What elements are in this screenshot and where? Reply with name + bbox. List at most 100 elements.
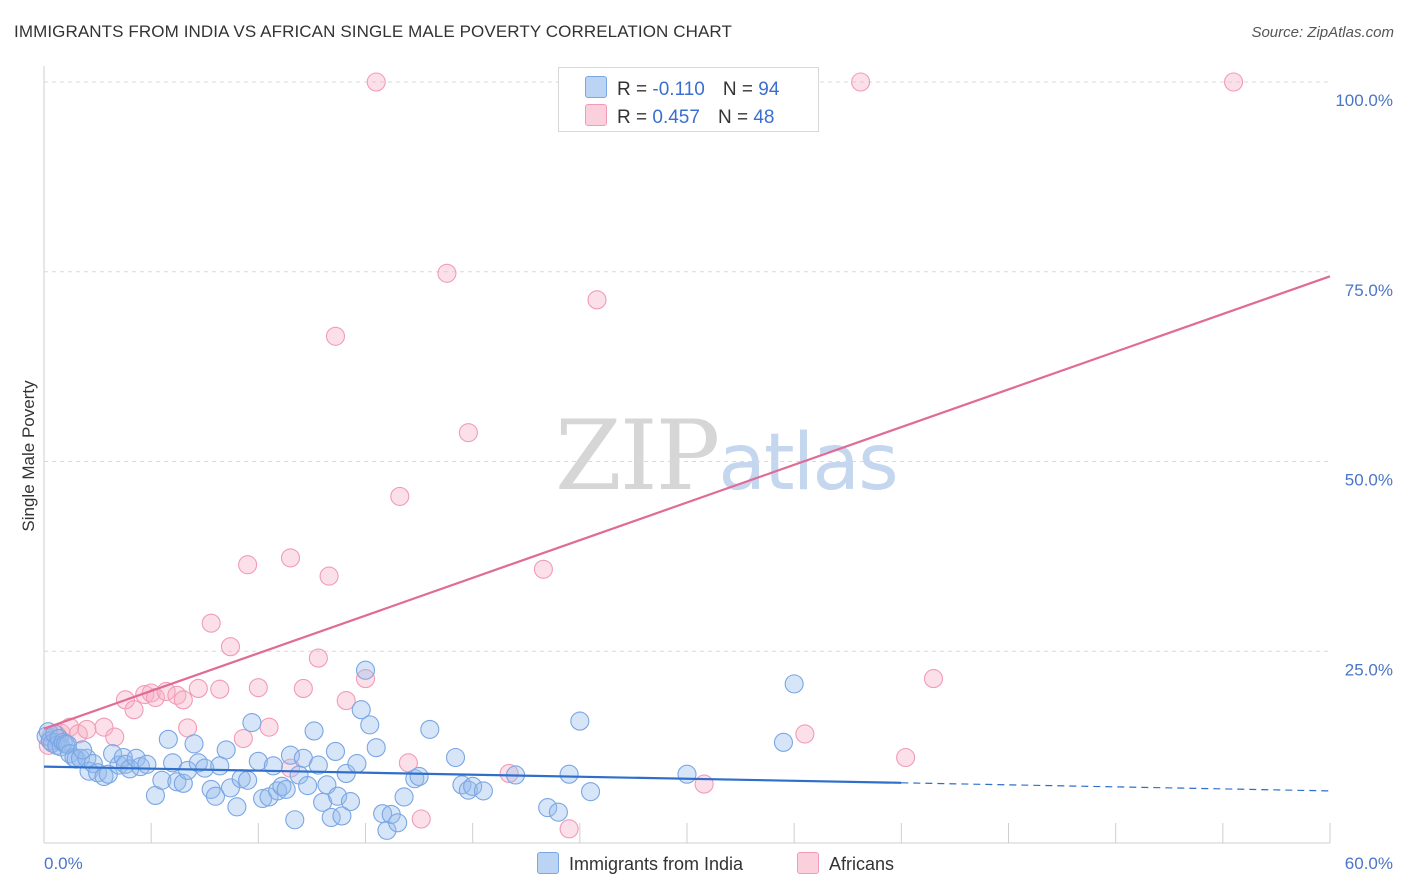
india-trend-line xyxy=(43,765,902,784)
legend-n-label-india: N = xyxy=(722,79,753,100)
africans-point xyxy=(280,548,301,568)
africans-point xyxy=(173,690,193,710)
africans-point xyxy=(105,727,125,747)
india-point xyxy=(388,813,408,833)
india-point xyxy=(366,738,386,758)
india-point xyxy=(184,734,204,754)
africans-point xyxy=(238,555,258,575)
africans-point xyxy=(201,613,221,633)
india-point xyxy=(773,732,794,752)
africans-point xyxy=(559,819,579,839)
india-point xyxy=(163,753,183,773)
bottom-swatch-africans xyxy=(797,852,819,874)
africans-point xyxy=(851,72,871,92)
bottom-legend-africans-label: Africans xyxy=(829,854,895,874)
africans-point xyxy=(188,678,208,698)
india-point xyxy=(538,798,558,818)
y-tick-label: 100.0% xyxy=(1335,91,1393,110)
trend-lines xyxy=(43,275,1331,792)
watermark: ZIPatlas xyxy=(555,400,899,512)
india-point xyxy=(242,713,262,733)
india-point xyxy=(298,776,318,796)
india-point xyxy=(152,770,172,790)
india-point xyxy=(205,786,226,806)
legend-swatch-india xyxy=(585,76,607,98)
india-points xyxy=(36,660,804,840)
india-point xyxy=(377,820,397,840)
chart-title: IMMIGRANTS FROM INDIA VS AFRICAN SINGLE … xyxy=(14,22,732,41)
legend-r-value-india: -0.110 xyxy=(652,79,705,100)
africans-point xyxy=(694,774,714,794)
india-point xyxy=(360,715,380,735)
x-tick-label-max: 60.0% xyxy=(1345,854,1393,873)
africans-point xyxy=(178,718,198,738)
legend-n-value-africans: 48 xyxy=(753,107,775,128)
source-label: Source: ZipAtlas.com xyxy=(1251,24,1394,41)
india-point xyxy=(340,791,361,812)
africans-point xyxy=(390,486,410,506)
africans-point xyxy=(923,669,944,689)
india-point xyxy=(570,711,590,731)
africans-point xyxy=(220,637,241,657)
africans-point xyxy=(499,763,519,783)
africans-point xyxy=(437,263,457,283)
india-point xyxy=(394,787,414,807)
africans-point xyxy=(293,678,313,698)
bottom-swatch-india xyxy=(537,852,559,874)
y-axis-title: Single Male Poverty xyxy=(19,380,38,532)
africans-point xyxy=(533,559,553,579)
india-point xyxy=(445,747,466,768)
india-point xyxy=(580,782,601,802)
india-point xyxy=(276,779,296,799)
india-point xyxy=(784,674,804,694)
y-tick-label: 75.0% xyxy=(1345,281,1393,300)
legend-swatch-africans xyxy=(585,104,607,126)
africans-point xyxy=(1224,72,1244,92)
africans-point xyxy=(308,648,328,668)
india-point xyxy=(355,660,376,680)
africans-point xyxy=(366,72,386,92)
india-point xyxy=(158,729,178,749)
axes xyxy=(43,66,1331,844)
india-point xyxy=(347,754,367,774)
india-point xyxy=(253,788,273,809)
africans-point xyxy=(795,724,815,744)
india-point xyxy=(227,797,247,817)
india-point xyxy=(195,758,215,778)
watermark-zip: ZIP xyxy=(555,400,720,512)
india-point xyxy=(285,810,305,830)
africans-points xyxy=(38,72,1244,839)
india-point xyxy=(473,781,493,801)
africans-point xyxy=(325,326,346,346)
legend-row-africans: R = 0.457 N = 48 xyxy=(585,104,774,129)
africans-point xyxy=(94,717,114,737)
india-point xyxy=(308,755,328,775)
africans-point xyxy=(124,700,144,720)
bottom-legend-india-label: Immigrants from India xyxy=(569,854,744,874)
india-point xyxy=(210,756,230,776)
india-point xyxy=(409,766,429,787)
legend-n-label-africans: N = xyxy=(717,107,749,128)
africans-point xyxy=(319,566,339,586)
india-point xyxy=(173,773,193,793)
x-tick-label-min: 0.0% xyxy=(44,854,83,873)
watermark-atlas: atlas xyxy=(718,418,898,508)
y-tick-label: 25.0% xyxy=(1345,660,1393,679)
africans-point xyxy=(248,678,268,698)
india-point xyxy=(463,776,483,796)
legend-n-value-india: 94 xyxy=(758,79,780,100)
india-point xyxy=(304,721,324,741)
africans-trend-line xyxy=(43,275,1331,730)
africans-point xyxy=(896,747,916,768)
india-point xyxy=(216,740,236,760)
grid-lines xyxy=(44,81,1330,652)
india-point xyxy=(328,786,348,806)
africans-point xyxy=(77,719,97,739)
india-point xyxy=(332,806,352,826)
axis-labels: 25.0% 50.0% 75.0% 100.0% 0.0% 60.0% Single Mal… xyxy=(19,91,1393,873)
africans-point xyxy=(233,728,253,749)
africans-point xyxy=(355,669,376,689)
india-trend-extension xyxy=(901,782,1331,792)
india-point xyxy=(188,753,208,773)
